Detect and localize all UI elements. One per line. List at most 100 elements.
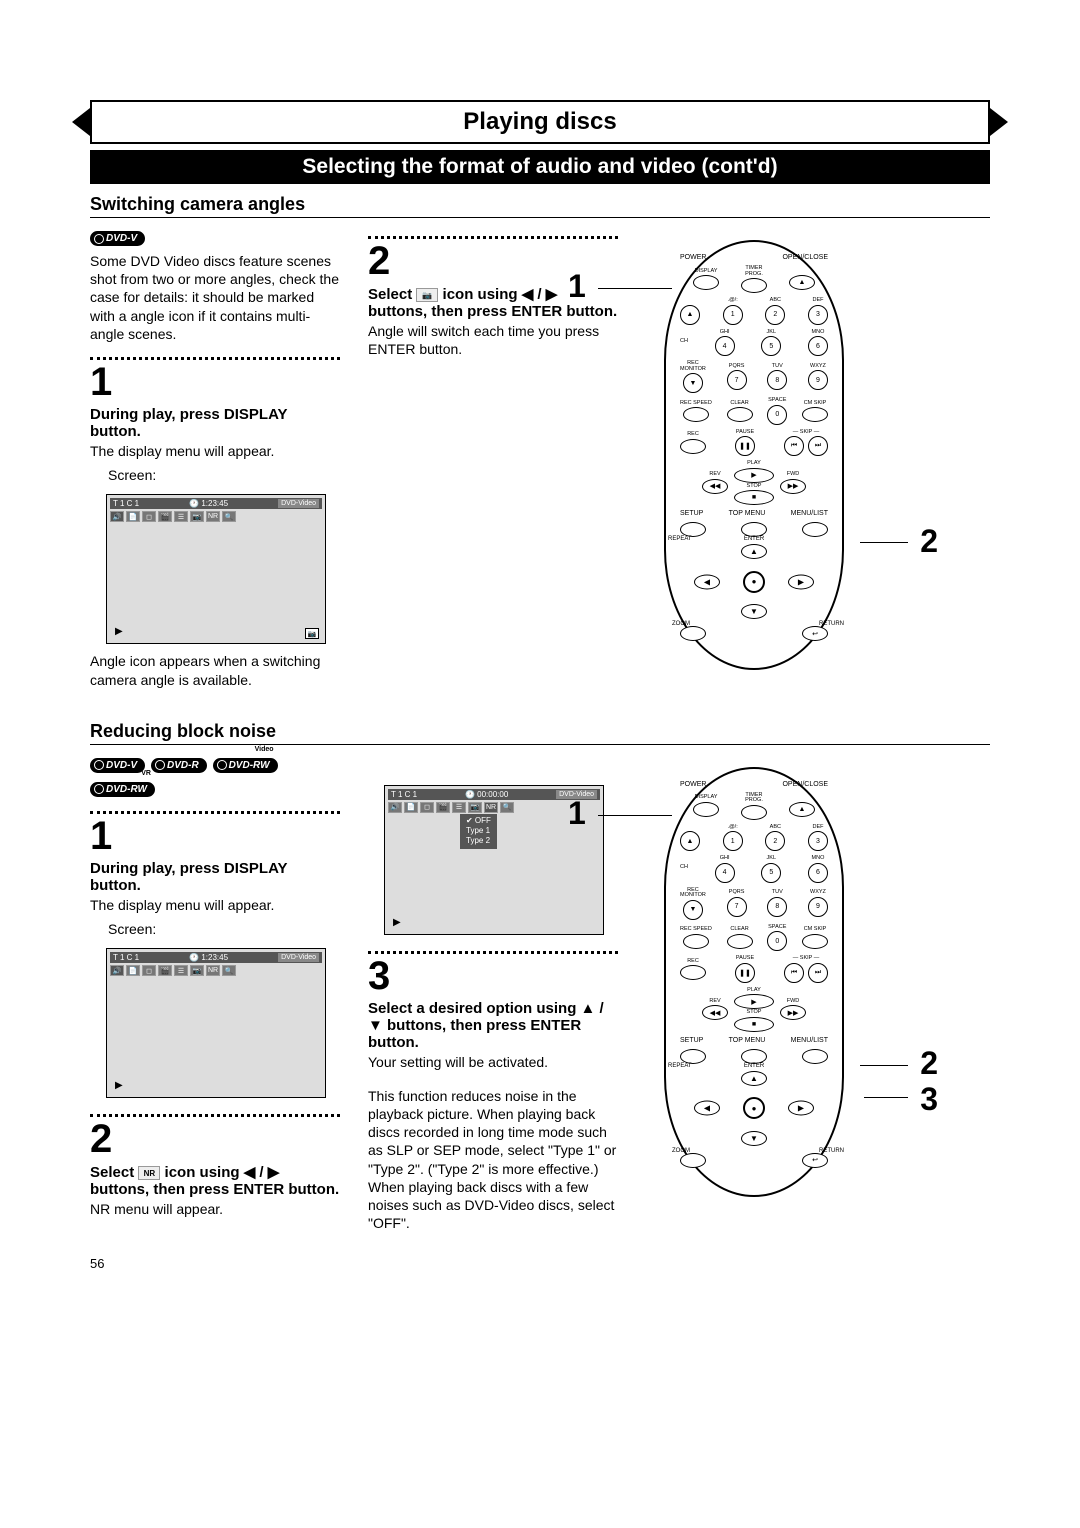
step2-title-a: Select: [90, 1164, 134, 1181]
btn-down[interactable]: ▼: [741, 1131, 767, 1146]
btn-7[interactable]: 7: [727, 897, 747, 917]
btn-2[interactable]: 2: [765, 305, 785, 325]
btn-rev[interactable]: ◀◀: [702, 1005, 728, 1020]
btn-1[interactable]: 1: [723, 831, 743, 851]
btn-display[interactable]: [693, 275, 719, 290]
btn-recspeed[interactable]: [683, 934, 709, 949]
btn-3[interactable]: 3: [808, 831, 828, 851]
btn-skip-fwd[interactable]: ⏭: [808, 436, 828, 456]
noise-step2-body: NR menu will appear.: [90, 1200, 340, 1218]
btn-repeat[interactable]: [680, 626, 706, 641]
badge-dvd-r: DVD-R: [151, 758, 207, 773]
lbl-enter: ENTER: [744, 1063, 764, 1069]
btn-menulist[interactable]: [802, 522, 828, 537]
screen-disc: DVD-Video: [278, 499, 319, 508]
btn-6[interactable]: 6: [808, 336, 828, 356]
screen-time: 1:23:45: [201, 953, 228, 962]
page-banner: Playing discs: [90, 100, 990, 144]
btn-cmskip[interactable]: [802, 407, 828, 422]
btn-timer[interactable]: [741, 278, 767, 293]
btn-left[interactable]: ◀: [694, 1101, 720, 1116]
btn-up[interactable]: ▲: [741, 544, 767, 559]
remote-control-2: POWEROPEN/CLOSE DISPLAY TIMER PROG. ▲ ▲ …: [664, 767, 844, 1197]
btn-down[interactable]: ▼: [741, 604, 767, 619]
btn-play[interactable]: ▶: [734, 468, 774, 483]
btn-display[interactable]: [693, 802, 719, 817]
step2-title-a: Select: [368, 286, 412, 303]
btn-fwd[interactable]: ▶▶: [780, 1005, 806, 1020]
divider-dots: [90, 1114, 340, 1117]
btn-6[interactable]: 6: [808, 863, 828, 883]
btn-play[interactable]: ▶: [734, 994, 774, 1009]
btn-ch-down[interactable]: ▼: [683, 373, 703, 393]
btn-open[interactable]: ▲: [789, 802, 815, 817]
lbl-cmskip: CM SKIP: [804, 927, 827, 933]
btn-2[interactable]: 2: [765, 831, 785, 851]
btn-rec[interactable]: [680, 965, 706, 980]
btn-skip-back[interactable]: ⏮: [784, 436, 804, 456]
btn-left[interactable]: ◀: [694, 574, 720, 589]
btn-topmenu[interactable]: [741, 1049, 767, 1064]
btn-0[interactable]: 0: [767, 405, 787, 425]
lbl-play: PLAY: [747, 461, 761, 467]
btn-right[interactable]: ▶: [788, 574, 814, 589]
btn-rec[interactable]: [680, 439, 706, 454]
btn-menulist[interactable]: [802, 1049, 828, 1064]
divider-dots: [90, 357, 340, 360]
btn-clear[interactable]: [727, 407, 753, 422]
lbl-menulist: MENU/LIST: [791, 510, 828, 517]
btn-stop[interactable]: ■: [734, 1017, 774, 1032]
btn-right[interactable]: ▶: [788, 1101, 814, 1116]
btn-return[interactable]: ↩: [802, 626, 828, 641]
nr-opt-type1: Type 1: [466, 826, 491, 836]
angle-icon: 📷: [305, 628, 319, 639]
btn-3[interactable]: 3: [808, 305, 828, 325]
btn-up[interactable]: ▲: [741, 1071, 767, 1086]
badge-dvd-v: DVD-V: [90, 758, 145, 773]
btn-setup[interactable]: [680, 1049, 706, 1064]
screen-disc: DVD-Video: [278, 953, 319, 962]
btn-4[interactable]: 4: [715, 336, 735, 356]
btn-8[interactable]: 8: [767, 897, 787, 917]
btn-9[interactable]: 9: [808, 370, 828, 390]
badge-dvd-rw-vr: DVD-RW: [90, 782, 155, 797]
btn-cmskip[interactable]: [802, 934, 828, 949]
btn-4[interactable]: 4: [715, 863, 735, 883]
lbl-jkl: JKL: [767, 330, 776, 336]
btn-pause[interactable]: ❚❚: [735, 436, 755, 456]
angles-intro: Some DVD Video discs feature scenes shot…: [90, 252, 340, 343]
btn-topmenu[interactable]: [741, 522, 767, 537]
lbl-space: SPACE: [768, 925, 786, 931]
btn-timer[interactable]: [741, 805, 767, 820]
btn-ch-up[interactable]: ▲: [680, 831, 700, 851]
btn-1[interactable]: 1: [723, 305, 743, 325]
lbl-skip: SKIP: [800, 955, 812, 961]
step1-note: Angle icon appears when a switching came…: [90, 652, 340, 688]
btn-enter[interactable]: ●: [743, 571, 765, 593]
btn-ch-up[interactable]: ▲: [680, 305, 700, 325]
btn-open[interactable]: ▲: [789, 275, 815, 290]
btn-rev[interactable]: ◀◀: [702, 479, 728, 494]
btn-recspeed[interactable]: [683, 407, 709, 422]
btn-return[interactable]: ↩: [802, 1153, 828, 1168]
btn-7[interactable]: 7: [727, 370, 747, 390]
lbl-recspeed: REC SPEED: [680, 927, 712, 933]
btn-skip-back[interactable]: ⏮: [784, 963, 804, 983]
btn-setup[interactable]: [680, 522, 706, 537]
btn-skip-fwd[interactable]: ⏭: [808, 963, 828, 983]
btn-9[interactable]: 9: [808, 897, 828, 917]
btn-fwd[interactable]: ▶▶: [780, 479, 806, 494]
btn-pause[interactable]: ❚❚: [735, 963, 755, 983]
btn-clear[interactable]: [727, 934, 753, 949]
btn-ch-down[interactable]: ▼: [683, 900, 703, 920]
btn-5[interactable]: 5: [761, 863, 781, 883]
btn-enter[interactable]: ●: [743, 1097, 765, 1119]
btn-8[interactable]: 8: [767, 370, 787, 390]
btn-stop[interactable]: ■: [734, 490, 774, 505]
callout-1: 1: [568, 270, 586, 302]
dpad: REPEAT ENTER ▲ ▼ ◀ ▶ ● ZOOM RETURN: [694, 1071, 814, 1146]
btn-5[interactable]: 5: [761, 336, 781, 356]
btn-0[interactable]: 0: [767, 931, 787, 951]
btn-repeat[interactable]: [680, 1153, 706, 1168]
screen-icon-row: 🔊📄◻🎬☰📷NR🔍: [110, 965, 322, 976]
